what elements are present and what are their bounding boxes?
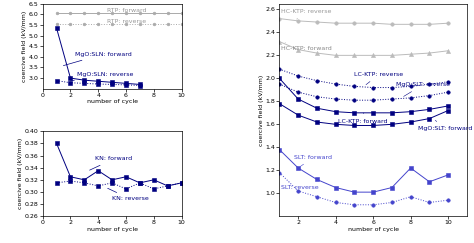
X-axis label: number of cycle: number of cycle — [347, 227, 399, 232]
Text: KN: forward: KN: forward — [90, 156, 133, 170]
Y-axis label: coercive field (kV/mm): coercive field (kV/mm) — [259, 74, 264, 146]
X-axis label: number of cycle: number of cycle — [87, 99, 137, 104]
Text: HC-KTP: reverse: HC-KTP: reverse — [281, 9, 332, 19]
Text: LC-KTP: reverse: LC-KTP: reverse — [355, 72, 403, 85]
Text: MgO:SLN: reverse: MgO:SLN: reverse — [70, 72, 134, 81]
Text: LC-KTP: forward: LC-KTP: forward — [337, 113, 387, 124]
Y-axis label: coercive field (kV/mm): coercive field (kV/mm) — [18, 138, 23, 209]
Text: KN: reverse: KN: reverse — [108, 188, 149, 201]
Text: MgO:SLT: reverse: MgO:SLT: reverse — [396, 82, 450, 96]
Text: RTP: reverse: RTP: reverse — [107, 19, 146, 24]
Text: MgO:SLT: forward: MgO:SLT: forward — [418, 120, 473, 131]
Text: RTP: forward: RTP: forward — [107, 8, 146, 13]
X-axis label: number of cycle: number of cycle — [87, 227, 137, 232]
Text: SLT: forward: SLT: forward — [294, 155, 332, 166]
Y-axis label: coercive field (kV/mm): coercive field (kV/mm) — [22, 10, 27, 82]
Text: SLT: reverse: SLT: reverse — [281, 182, 319, 190]
Text: HC-KTP: forward: HC-KTP: forward — [281, 43, 332, 51]
Text: MgO:SLN: forward: MgO:SLN: forward — [64, 52, 131, 66]
